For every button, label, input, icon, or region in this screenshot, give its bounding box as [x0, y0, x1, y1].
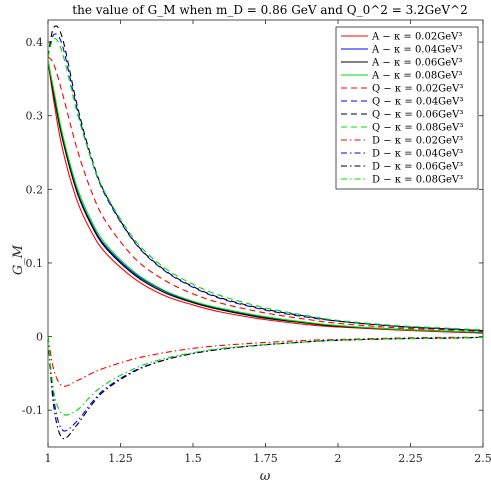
series-line-11: [47, 336, 484, 440]
y-tick-label: 0.3: [26, 110, 44, 123]
legend-entry: D − κ = 0.02GeV³: [372, 136, 463, 147]
series-layer: [47, 25, 484, 440]
legend-box: [335, 26, 479, 190]
y-tick-label: -0.1: [22, 404, 43, 417]
tick-layer: 1 1.25 1.5 1.75 2 2.25 2.5 -0.1 0 0.1 0.2 0.3 0.4: [22, 20, 491, 465]
legend-entry: A − κ = 0.06GeV³: [371, 58, 462, 69]
series-line-9: [47, 336, 484, 387]
legend-entry: Q − κ = 0.02GeV³: [372, 84, 463, 95]
legend: A − κ = 0.02GeV³ A − κ = 0.04GeV³ A − κ = …: [335, 26, 479, 190]
y-tick-label: 0.2: [26, 183, 44, 196]
series-line-1: [47, 60, 484, 334]
series-line-12: [47, 336, 484, 416]
x-tick-label: 1: [45, 452, 52, 465]
legend-entry: Q − κ = 0.08GeV³: [372, 123, 463, 134]
legend-entry: D − κ = 0.08GeV³: [372, 175, 463, 186]
y-tick-label: 0: [36, 331, 43, 344]
series-line-4: [47, 60, 484, 333]
x-tick-label: 1.75: [253, 452, 278, 465]
series-line-5: [47, 56, 484, 332]
series-line-8: [47, 37, 484, 331]
legend-entry: Q − κ = 0.06GeV³: [372, 110, 463, 121]
x-tick-label: 1.25: [108, 452, 133, 465]
legend-entry: A − κ = 0.02GeV³: [371, 32, 462, 43]
x-tick-label: 2: [335, 452, 342, 465]
y-tick-label: 0.4: [26, 36, 44, 49]
x-tick-label: 2.5: [474, 452, 491, 465]
x-tick-label: 1.5: [184, 452, 202, 465]
legend-entry: D − κ = 0.04GeV³: [372, 149, 463, 160]
x-axis-label: ω: [260, 469, 271, 484]
legend-entry: Q − κ = 0.04GeV³: [372, 97, 463, 108]
y-tick-label: 0.1: [26, 257, 44, 270]
x-tick-label: 2.25: [398, 452, 423, 465]
legend-entry: A − κ = 0.04GeV³: [371, 45, 462, 56]
legend-entry: A − κ = 0.08GeV³: [371, 71, 462, 82]
chart-title: the value of G_M when m_D = 0.86 GeV and…: [72, 3, 467, 17]
y-axis-label: G_M: [11, 244, 26, 275]
series-line-7: [47, 25, 484, 332]
legend-entry: D − κ = 0.06GeV³: [372, 162, 463, 173]
